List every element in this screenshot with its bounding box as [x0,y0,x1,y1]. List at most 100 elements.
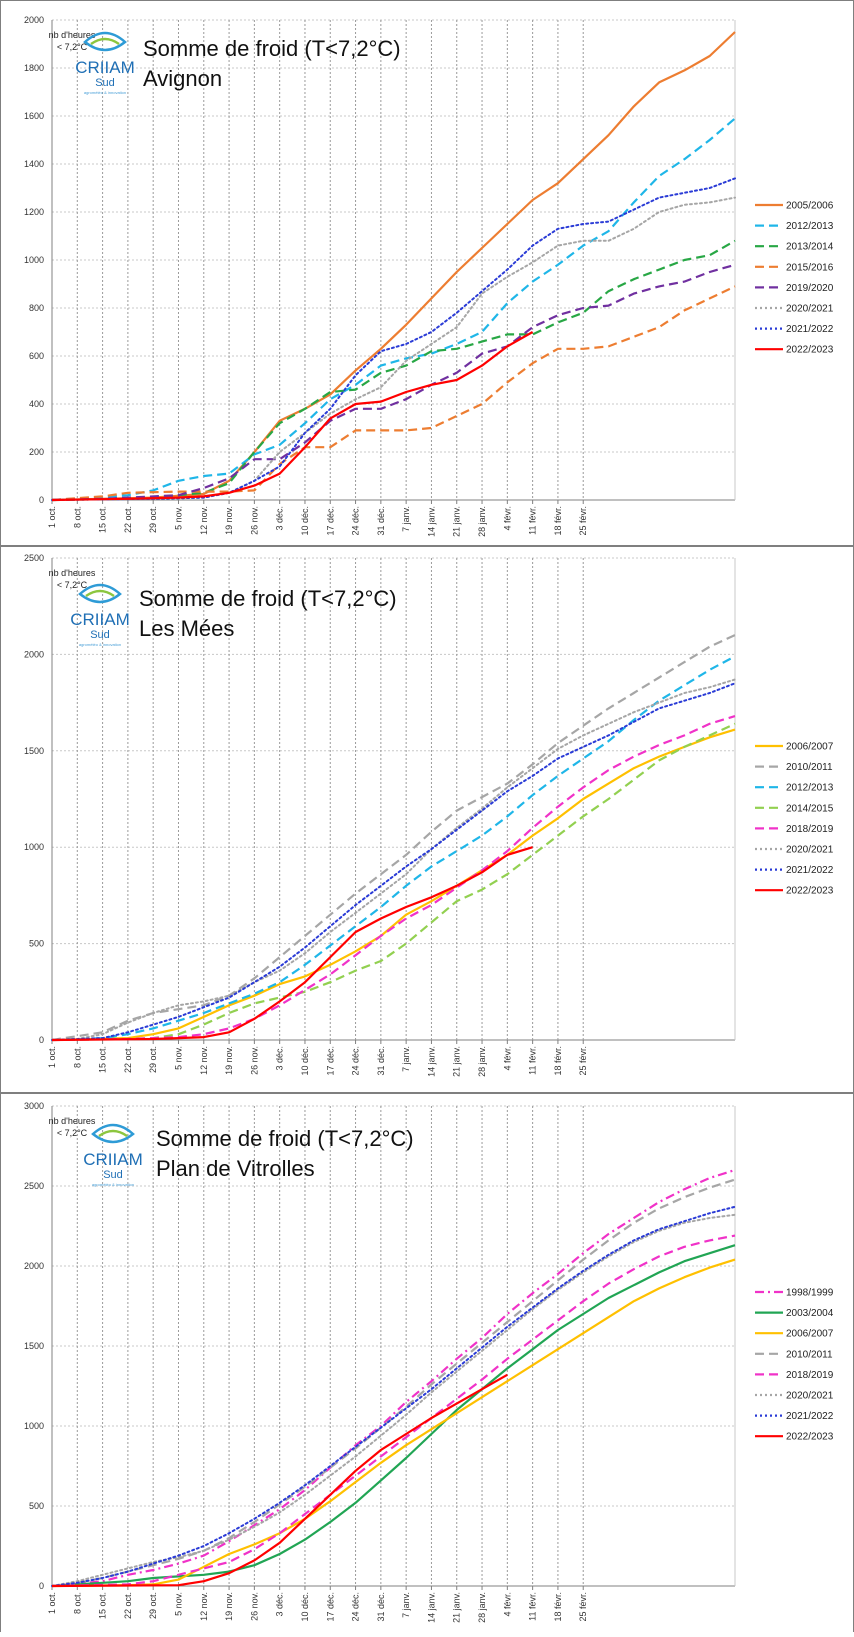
x-tick-label: 8 oct. [72,1046,82,1068]
legend-label: 2021/2022 [786,1411,834,1422]
x-tick-label: 25 févr. [578,506,588,536]
y-tick-label: 500 [29,939,44,949]
logo-leaf-icon [83,31,127,52]
x-tick-label: 1 oct. [47,1592,57,1614]
x-tick-label: 3 déc. [275,1592,285,1617]
x-tick-label: 10 déc. [300,1046,310,1076]
chart-title: Somme de froid (T<7,2°C) [156,1126,414,1151]
x-tick-label: 21 janv. [452,1592,462,1623]
x-tick-label: 25 févr. [578,1592,588,1622]
legend-label: 2021/2022 [786,324,834,335]
legend-label: 2021/2022 [786,865,834,876]
legend-label: 2015/2016 [786,262,834,273]
legend-label: 2020/2021 [786,845,834,856]
y-tick-label: 2500 [24,553,44,563]
y-tick-label: 1200 [24,207,44,217]
x-tick-label: 3 déc. [275,506,285,531]
x-tick-label: 24 déc. [351,506,361,536]
logo-leaf-icon [91,1123,135,1144]
x-tick-label: 19 nov. [224,1046,234,1075]
legend-label: 2010/2011 [786,1349,833,1360]
x-tick-label: 22 oct. [123,506,133,533]
chart-panel-1: 0 200 400 600 800 1000 1200 1400 1600 1800 2000 1 o… [0,0,854,546]
y-tick-label: 1000 [24,1421,44,1431]
x-tick-label: 28 janv. [477,1046,487,1077]
panel-frame [0,546,854,1093]
y-tick-label: 2000 [24,649,44,659]
y-axis-label-unit: < 7,2°C [57,580,88,590]
y-tick-label: 1500 [24,746,44,756]
x-tick-label: 14 janv. [426,1046,436,1077]
y-tick-label: 800 [29,303,44,313]
x-tick-label: 1 oct. [47,506,57,528]
chart-subtitle: Les Mées [139,616,234,641]
series-line [51,285,736,502]
y-tick-label: 600 [29,351,44,361]
y-tick-label: 0 [39,1035,44,1045]
x-tick-label: 1 oct. [47,1046,57,1068]
chart-subtitle: Avignon [143,66,222,91]
logo-sub: Sud [103,1169,123,1181]
x-tick-label: 25 févr. [578,1046,588,1076]
y-tick-label: 1000 [24,255,44,265]
chart-title: Somme de froid (T<7,2°C) [143,36,401,61]
series-line [51,655,736,1042]
y-tick-label: 1000 [24,842,44,852]
x-tick-label: 15 oct. [98,1046,108,1073]
logo-tagline: agrométéo & innovation [79,642,121,647]
logo-sub: Sud [90,629,110,641]
series-line [51,634,736,1042]
y-axis-label: nb d'heures [49,1116,96,1126]
x-tick-label: 18 févr. [553,506,563,536]
chart-panel-3: 0 500 1000 1500 2000 2500 3000 1 oct. 8 oct. 15 o… [0,1093,854,1633]
x-tick-label: 24 déc. [351,1046,361,1076]
x-tick-label: 3 déc. [275,1046,285,1071]
x-tick-label: 19 nov. [224,1592,234,1621]
x-tick-label: 10 déc. [300,1592,310,1622]
x-tick-label: 4 févr. [502,1046,512,1071]
x-tick-label: 28 janv. [477,506,487,537]
x-tick-label: 21 janv. [452,1046,462,1077]
x-tick-label: 11 févr. [528,1592,538,1621]
x-tick-label: 31 déc. [376,506,386,536]
series-line [51,331,534,502]
x-tick-label: 24 déc. [351,1592,361,1622]
x-tick-label: 8 oct. [72,1592,82,1614]
y-axis-label-unit: < 7,2°C [57,42,88,52]
x-tick-label: 26 nov. [249,1046,259,1075]
x-tick-label: 7 janv. [401,506,411,532]
x-tick-label: 18 févr. [553,1046,563,1076]
legend-label: 2005/2006 [786,201,834,212]
series-line [51,117,736,502]
x-tick-label: 14 janv. [426,506,436,537]
y-tick-label: 500 [29,1501,44,1511]
x-tick-label: 5 nov. [173,506,183,530]
logo-tagline: agrométéo & innovation [92,1182,134,1187]
x-tick-label: 18 févr. [553,1592,563,1622]
series-line [51,1258,736,1588]
x-tick-label: 4 févr. [502,506,512,531]
x-tick-label: 22 oct. [123,1046,133,1073]
y-tick-label: 2500 [24,1181,44,1191]
x-tick-label: 17 déc. [325,1046,335,1076]
logo-name: CRIIAM [83,1150,143,1169]
logo-name: CRIIAM [70,610,130,629]
series-line [51,715,736,1042]
x-tick-label: 21 janv. [452,506,462,537]
y-tick-label: 2000 [24,15,44,25]
x-tick-label: 26 nov. [249,1592,259,1621]
legend-label: 2013/2014 [786,242,834,253]
chart-panel-2: 0 500 1000 1500 2000 2500 1 oct. 8 oct. 15 oct. 2… [0,546,854,1093]
legend-label: 2018/2019 [786,1370,834,1381]
panel-frame [0,0,854,546]
y-axis-label: nb d'heures [49,568,96,578]
legend-label: 2019/2020 [786,283,834,294]
y-axis-label-unit: < 7,2°C [57,1128,88,1138]
x-tick-label: 15 oct. [98,506,108,533]
x-tick-label: 5 nov. [173,1046,183,1070]
legend-label: 2003/2004 [786,1308,834,1319]
logo-leaf-icon [78,583,122,604]
y-tick-label: 0 [39,495,44,505]
legend-label: 2010/2011 [786,762,833,773]
